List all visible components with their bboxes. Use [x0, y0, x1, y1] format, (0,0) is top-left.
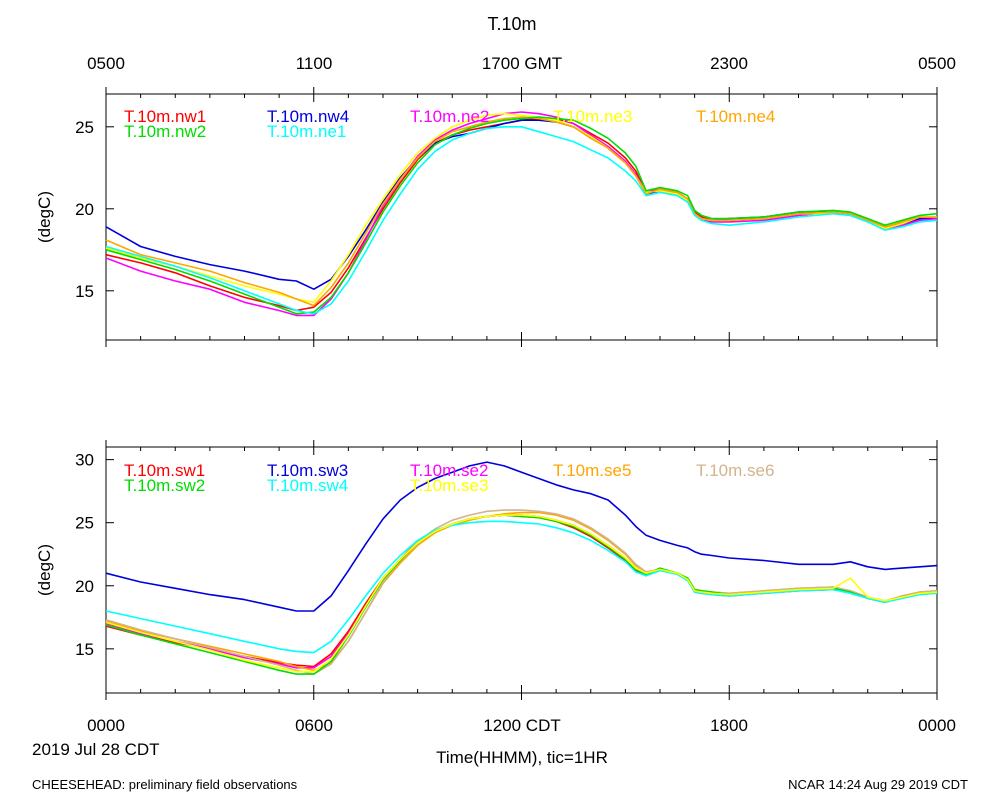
- legend-entry: T.10m.nw4: [267, 107, 349, 126]
- panel-north-ylabel: (degC): [35, 191, 54, 243]
- chart-title: T.10m: [487, 14, 536, 34]
- y-tick-label: 15: [75, 282, 94, 301]
- y-tick-label: 25: [75, 514, 94, 533]
- bottom-tick-label: 0000: [87, 716, 125, 735]
- y-tick-label: 20: [75, 200, 94, 219]
- legend-entry: T.10m.se3: [410, 476, 488, 495]
- series-line-T.10m.sw3: [105, 461, 938, 612]
- panel-north-ticks: 15 20 25: [75, 87, 938, 347]
- panel-north: (degC) 15 20 25 T.10m.nw1 T.10m.nw4 T.10m.…: [35, 87, 938, 347]
- series-line-T.10m.se2: [105, 514, 938, 669]
- panel-south: (degC) 15 20 25 30 T.10m.sw1 T.10m.sw3 T.10…: [35, 440, 938, 700]
- series-line-T.10m.se5: [105, 511, 938, 672]
- panel-north-frame: [105, 93, 938, 341]
- panel-south-ticks: 15 20 25 30: [75, 440, 938, 700]
- top-axis: 0500 1100 1700 GMT 2300 0500: [87, 54, 956, 73]
- bottom-tick-label: 0600: [295, 716, 333, 735]
- series-line-T.10m.sw4: [105, 520, 938, 654]
- top-tick-label: 0500: [918, 54, 956, 73]
- legend-entry: T.10m.sw1: [124, 461, 205, 480]
- series-line-T.10m.ne4: [105, 116, 937, 307]
- legend-entry: T.10m.nw2: [124, 122, 206, 141]
- panel-south-ylabel: (degC): [35, 544, 54, 596]
- panel-north-series: [105, 111, 938, 317]
- legend-entry: T.10m.ne3: [553, 107, 632, 126]
- series-line-T.10m.nw4: [105, 119, 937, 290]
- legend-entry: T.10m.se2: [410, 461, 488, 480]
- legend-entry: T.10m.nw1: [124, 107, 206, 126]
- footer-left: CHEESEHEAD: preliminary field observatio…: [32, 777, 298, 792]
- legend-entry: T.10m.se6: [696, 461, 774, 480]
- panel-north-legend: T.10m.nw1 T.10m.nw4 T.10m.ne2 T.10m.ne3 …: [124, 107, 775, 141]
- legend-entry: T.10m.ne4: [696, 107, 775, 126]
- legend-entry: T.10m.ne1: [267, 122, 346, 141]
- y-tick-label: 30: [75, 451, 94, 470]
- bottom-tick-label: 1800: [710, 716, 748, 735]
- top-tick-label: 2300: [710, 54, 748, 73]
- y-tick-label: 15: [75, 640, 94, 659]
- footer-right: NCAR 14:24 Aug 29 2019 CDT: [788, 777, 968, 792]
- legend-entry: T.10m.sw3: [267, 461, 348, 480]
- series-line-T.10m.ne1: [105, 126, 938, 315]
- panel-south-series: [105, 461, 938, 675]
- series-line-T.10m.se3: [105, 514, 938, 673]
- date-label: 2019 Jul 28 CDT: [32, 740, 160, 759]
- bottom-tick-label: 0000: [918, 716, 956, 735]
- legend-entry: T.10m.se5: [553, 461, 631, 480]
- bottom-axis: 0000 0600 1200 CDT 1800 0000 2019 Jul 28…: [32, 716, 956, 767]
- series-line-T.10m.nw2: [105, 116, 938, 315]
- top-tick-label: 1700 GMT: [482, 54, 562, 73]
- top-tick-label: 0500: [87, 54, 125, 73]
- x-axis-label: Time(HHMM), tic=1HR: [436, 748, 608, 767]
- y-tick-label: 20: [75, 577, 94, 596]
- panel-south-legend: T.10m.sw1 T.10m.sw3 T.10m.se2 T.10m.se5 …: [124, 461, 774, 495]
- series-line-T.10m.se6: [105, 509, 938, 675]
- top-tick-label: 1100: [296, 54, 333, 73]
- legend-entry: T.10m.sw2: [124, 476, 205, 495]
- legend-entry: T.10m.ne2: [410, 107, 489, 126]
- legend-entry: T.10m.sw4: [267, 476, 348, 495]
- series-line-T.10m.ne3: [105, 112, 937, 304]
- y-tick-label: 25: [75, 118, 94, 137]
- bottom-tick-label: 1200 CDT: [483, 716, 560, 735]
